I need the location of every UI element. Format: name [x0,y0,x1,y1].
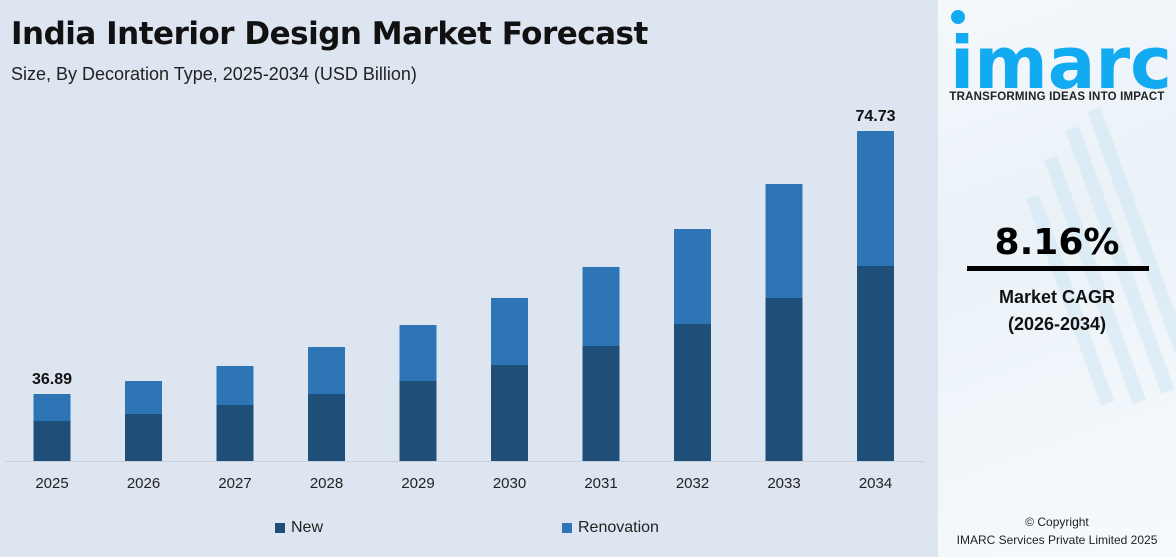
bar-renovation-2031 [582,266,620,346]
x-tick-label: 2028 [310,475,343,492]
data-label-2034: 74.73 [855,108,895,125]
x-tick-label: 2029 [401,475,434,492]
bar-new-2033 [765,297,803,461]
chart-title: India Interior Design Market Forecast [11,16,648,52]
bar-new-2025 [33,421,71,461]
x-tick-label: 2032 [676,475,709,492]
divider [967,266,1149,271]
cagr-label: Market CAGR (2026-2034) [938,284,1176,338]
chart-subtitle: Size, By Decoration Type, 2025-2034 (USD… [11,64,417,84]
legend-swatch-new [275,523,285,533]
copyright-line-2: IMARC Services Private Limited 2025 [956,533,1158,547]
bar-renovation-2026 [125,381,162,415]
bar-new-2027 [216,404,254,461]
bar-new-2028 [308,394,345,461]
bar-new-2031 [582,345,620,461]
tagline: TRANSFORMING IDEAS INTO IMPACT [949,91,1165,103]
x-tick-label: 2026 [127,475,160,492]
copyright: © Copyright IMARC Services Private Limit… [938,513,1176,549]
legend-label-new: New [291,519,324,536]
bar-new-2029 [399,380,437,461]
x-tick-label: 2031 [584,475,617,492]
logo-text: imarc [950,21,1172,90]
sidebar-panel: imarc TRANSFORMING IDEAS INTO IMPACT 8.1… [938,0,1176,557]
x-tick-label: 2025 [35,475,68,492]
bar-new-2032 [674,324,711,461]
bar-new-2026 [125,414,162,461]
x-tick-label: 2034 [859,475,892,492]
bar-renovation-2034 [857,131,894,267]
legend-item-new: New [275,519,323,537]
cagr-period: (2026-2034) [1007,314,1107,334]
bar-renovation-2028 [308,347,345,395]
bar-renovation-2029 [399,324,437,381]
bar-renovation-2030 [491,297,528,365]
bar-renovation-2027 [216,365,254,405]
legend-item-renovation: Renovation [562,519,659,537]
cagr-value: 8.16% [994,222,1120,263]
copyright-line-1: © Copyright [1025,515,1089,529]
legend-label-renovation: Renovation [578,519,659,536]
bar-renovation-2033 [765,183,803,298]
x-tick-label: 2033 [767,475,800,492]
chart-panel: India Interior Design Market Forecast Si… [5,16,925,537]
bar-renovation-2025 [33,394,71,422]
bar-renovation-2032 [674,229,711,325]
bar-new-2034 [857,266,894,461]
cagr-label-text: Market CAGR [998,287,1116,307]
stacked-bar-chart: 2025 36.89 2026 2027 2028 2029 2030 2031 2032 203… [5,108,925,492]
bar-new-2030 [491,364,528,461]
data-label-2025: 36.89 [32,371,72,388]
x-tick-label: 2027 [218,475,251,492]
x-tick-label: 2030 [493,475,526,492]
legend-swatch-renovation [562,523,572,533]
imarc-logo: imarc [950,10,1172,90]
